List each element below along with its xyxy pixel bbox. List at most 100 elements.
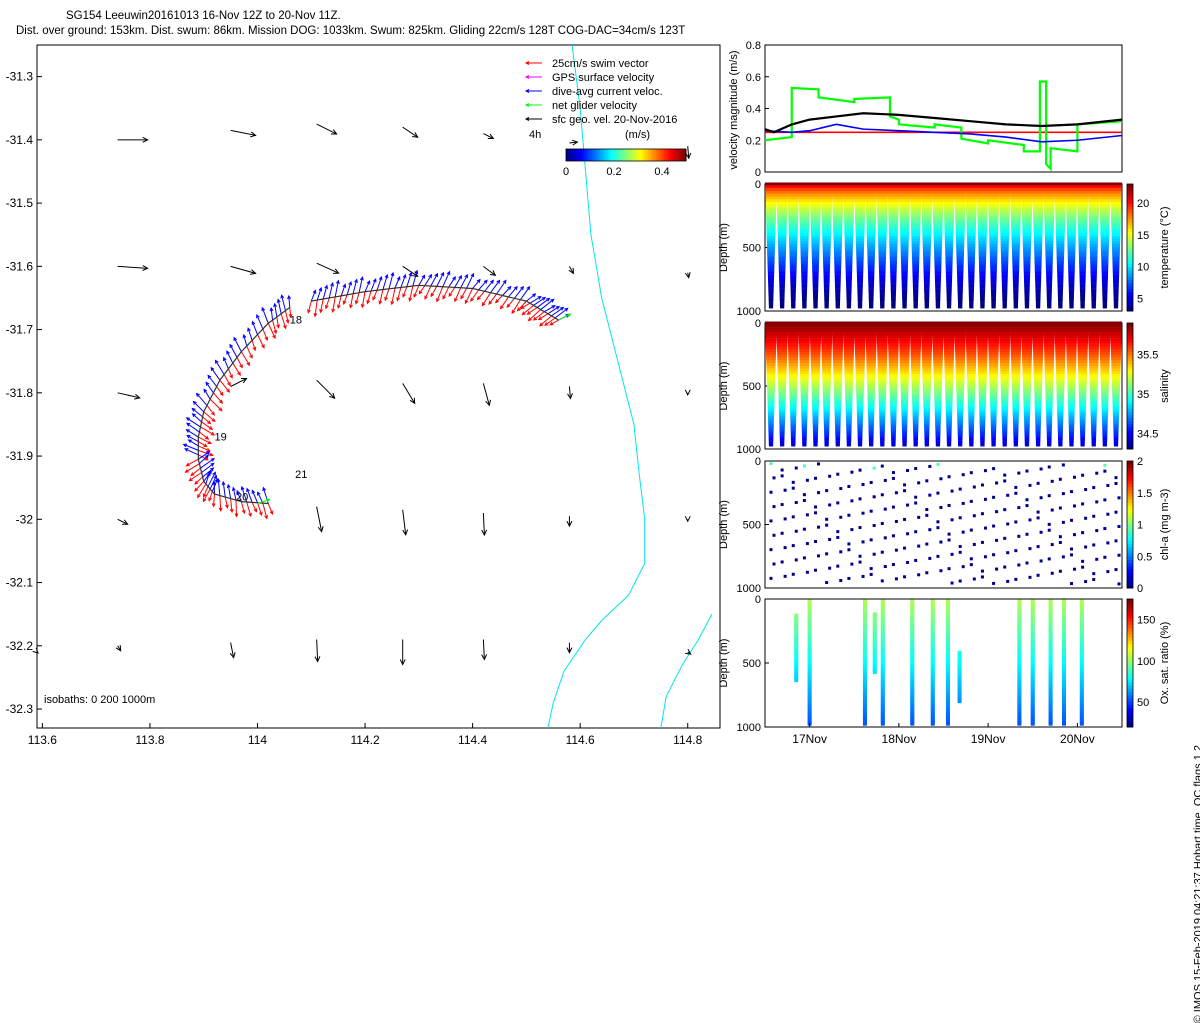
chlorophyll-sample xyxy=(892,477,895,480)
chlorophyll-colorbar-segment xyxy=(1127,518,1133,522)
chlorophyll-sample xyxy=(1037,545,1040,548)
oxygen-colorbar-segment xyxy=(1127,657,1133,661)
temperature-colorbar-segment xyxy=(1127,238,1133,242)
temperature-colorbar-segment xyxy=(1127,203,1133,207)
oxygen-sample xyxy=(873,670,877,674)
chlorophyll-colorbar-segment xyxy=(1127,464,1133,468)
velocity-ylabel: velocity magnitude (m/s) xyxy=(728,50,740,169)
oxygen-colorbar-segment xyxy=(1127,689,1133,693)
chlorophyll-sample xyxy=(1028,576,1031,579)
oxygen-colorbar-segment xyxy=(1127,650,1133,654)
chlorophyll-sample xyxy=(1081,531,1084,534)
chlorophyll-sample xyxy=(903,547,906,550)
temperature-colorbar-segment xyxy=(1127,235,1133,239)
chlorophyll-sample xyxy=(870,567,873,570)
chlorophyll-colorbar-segment xyxy=(1127,531,1133,535)
chlorophyll-sample xyxy=(1106,541,1109,544)
chlorophyll-sample xyxy=(1003,537,1006,540)
oxygen-ytick-label: 500 xyxy=(743,658,761,670)
oxygen-sample xyxy=(910,722,914,726)
chlorophyll-sample xyxy=(884,565,887,568)
chlorophyll-sample xyxy=(803,528,806,531)
chlorophyll-sample xyxy=(1081,502,1084,505)
legend-entry: sfc geo. vel. 20-Nov-2016 xyxy=(552,114,677,126)
legend-entry: dive-avg current veloc. xyxy=(552,86,663,98)
salinity-colorbar-segment xyxy=(1127,386,1133,390)
chlorophyll-sample xyxy=(925,514,928,517)
chlorophyll-sample xyxy=(984,555,987,558)
oxygen-sample xyxy=(1062,722,1066,726)
chlorophyll-sample xyxy=(781,560,784,563)
temperature-colorbar-segment xyxy=(1127,232,1133,236)
chlorophyll-sample xyxy=(770,577,773,580)
chlorophyll-sample xyxy=(1003,474,1006,477)
chlorophyll-sample xyxy=(906,469,909,472)
salinity-colorbar-segment xyxy=(1127,355,1133,359)
map-ytick-label: -32.2 xyxy=(6,639,34,653)
salinity-colorbar-segment xyxy=(1127,332,1133,336)
salinity-colorbar-segment xyxy=(1127,364,1133,368)
map-xtick-label: 114.6 xyxy=(566,733,595,747)
chlorophyll-colorbar-segment xyxy=(1127,582,1133,586)
salinity-colorbar-segment xyxy=(1127,339,1133,343)
chlorophyll-sample xyxy=(936,555,939,558)
map-xtick-label: 114.2 xyxy=(350,733,379,747)
chlorophyll-sample xyxy=(859,497,862,500)
chlorophyll-sample xyxy=(1006,494,1009,497)
chlorophyll-sample xyxy=(784,575,787,578)
chlorophyll-colorbar-segment xyxy=(1127,578,1133,582)
chlorophyll-sample xyxy=(862,512,865,515)
chlorophyll-sample xyxy=(948,533,951,536)
chlorophyll-sample xyxy=(895,577,898,580)
velocity-ytick-label: 0.4 xyxy=(746,104,761,116)
chlorophyll-sample xyxy=(925,543,928,546)
chlorophyll-sample xyxy=(836,536,839,539)
chlorophyll-sample xyxy=(951,553,954,556)
chlorophyll-sample xyxy=(973,486,976,489)
salinity-colorbar-segment xyxy=(1127,440,1133,444)
chlorophyll-colorbar-segment xyxy=(1127,480,1133,484)
chlorophyll-sample xyxy=(1017,564,1020,567)
chlorophyll-sample xyxy=(981,575,984,578)
colorbar-note: 4h xyxy=(529,129,541,141)
chlorophyll-sample xyxy=(925,571,928,574)
chlorophyll-sample xyxy=(773,505,776,508)
chlorophyll-sample xyxy=(850,528,853,531)
chlorophyll-sample xyxy=(895,549,898,552)
chlorophyll-sample xyxy=(1051,572,1054,575)
temperature-colorbar-segment xyxy=(1127,305,1133,309)
chlorophyll-sample xyxy=(992,496,995,499)
temperature-colorbar-segment xyxy=(1127,251,1133,255)
salinity-colorbar-tick-label: 35.5 xyxy=(1137,350,1158,362)
chlorophyll-sample xyxy=(936,520,939,523)
oxygen-colorbar-segment xyxy=(1127,641,1133,645)
temperature-colorbar-segment xyxy=(1127,216,1133,220)
salinity-colorbar-segment xyxy=(1127,370,1133,374)
chlorophyll-sample xyxy=(1014,578,1017,581)
oxygen-colorbar-segment xyxy=(1127,666,1133,670)
chlorophyll-sample xyxy=(828,475,831,478)
chlorophyll-sample xyxy=(892,506,895,509)
chlorophyll-sample xyxy=(951,490,954,493)
chlorophyll-sample xyxy=(928,557,931,560)
chlorophyll-sample xyxy=(939,477,942,480)
chlorophyll-sample xyxy=(1115,568,1118,571)
oxygen-colorbar-segment xyxy=(1127,685,1133,689)
chlorophyll-sample xyxy=(1028,547,1031,550)
chlorophyll-sample xyxy=(792,544,795,547)
oxygen-ytick-label: 0 xyxy=(755,594,761,606)
chlorophyll-colorbar-segment xyxy=(1127,572,1133,576)
oxygen-colorbar-segment xyxy=(1127,669,1133,673)
chlorophyll-sample xyxy=(1006,580,1009,583)
oxygen-colorbar-segment xyxy=(1127,605,1133,609)
chlorophyll-sample xyxy=(1118,525,1121,528)
chlorophyll-sample xyxy=(839,516,842,519)
chlorophyll-sample xyxy=(1037,516,1040,519)
chlorophyll-sample xyxy=(917,573,920,576)
chlorophyll-sample xyxy=(873,495,876,498)
chlorophyll-sample xyxy=(1081,474,1084,477)
chlorophyll-sample xyxy=(1070,490,1073,493)
chlorophyll-colorbar-segment xyxy=(1127,528,1133,532)
chlorophyll-sample xyxy=(1070,519,1073,522)
temperature-colorbar-segment xyxy=(1127,273,1133,277)
